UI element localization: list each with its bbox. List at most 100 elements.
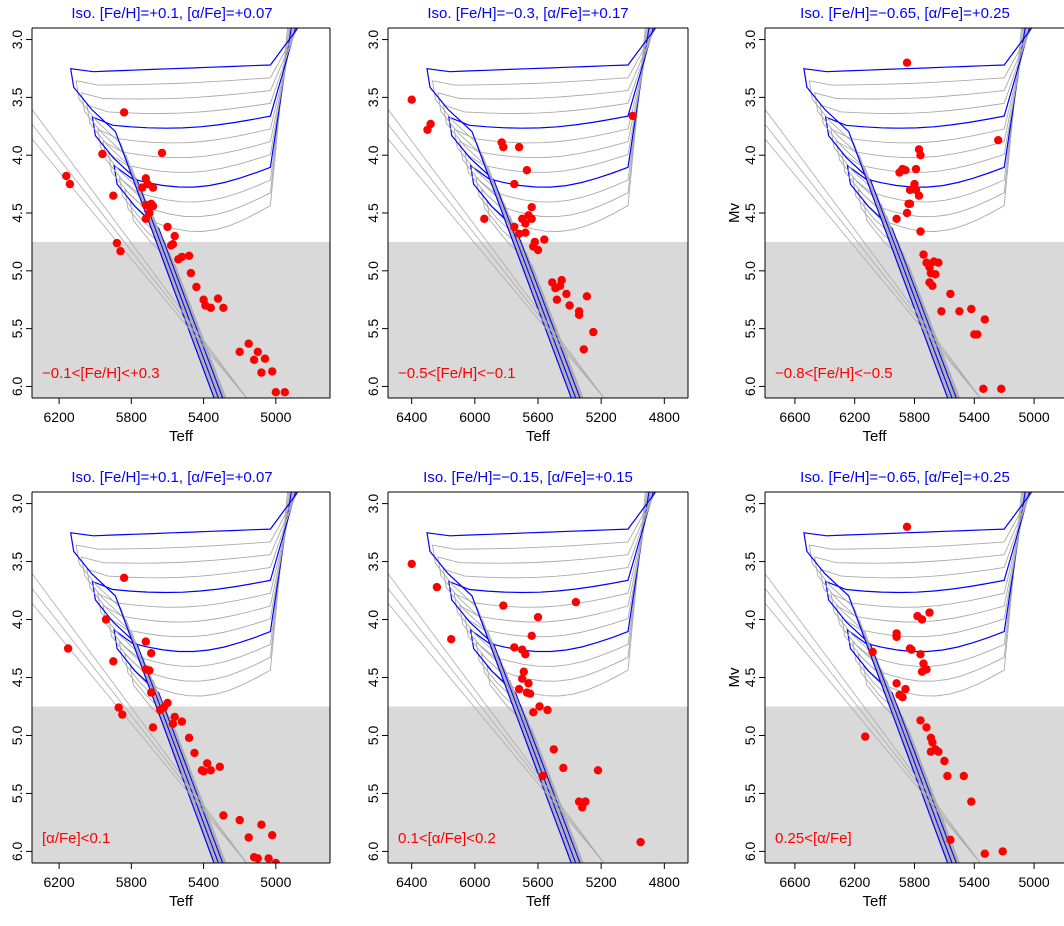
y-tick-label: 3.0 [9, 30, 25, 50]
data-point [868, 647, 877, 657]
data-point [940, 756, 949, 766]
y-tick-label: 4.0 [365, 610, 381, 630]
y-tick-label: 3.5 [9, 87, 25, 107]
x-tick-label: 6000 [459, 874, 490, 890]
isochrone-6 [102, 492, 295, 863]
isochrone-8 [448, 492, 655, 863]
x-tick-label: 6200 [839, 874, 870, 890]
data-point [145, 666, 154, 675]
data-point [905, 199, 915, 208]
isochrone-4 [113, 492, 292, 863]
envelope-line-1 [32, 573, 247, 863]
panel-title: Iso. [Fe/H]=−0.65, [α/Fe]=+0.25 [800, 469, 1010, 486]
panel-annotation: −0.1<[Fe/H]<+0.3 [42, 365, 160, 382]
data-point [911, 164, 921, 174]
y-tick-label: 4.5 [365, 203, 381, 223]
x-tick-label: 5200 [586, 409, 617, 425]
y-tick-label: 3.5 [365, 87, 381, 107]
panel-title: Iso. [Fe/H]=−0.15, [α/Fe]=+0.15 [423, 469, 633, 486]
data-point [147, 688, 156, 697]
isochrone-8 [91, 28, 297, 398]
isochrone-7 [453, 28, 653, 398]
panel-title: Iso. [Fe/H]=−0.3, [α/Fe]=+0.17 [427, 5, 628, 22]
data-point [628, 111, 637, 121]
data-point [916, 650, 925, 659]
data-point [905, 185, 915, 195]
data-point [916, 151, 925, 160]
data-point [235, 815, 244, 825]
y-tick-label: 4.0 [9, 610, 25, 630]
data-point [199, 767, 208, 776]
data-point [895, 168, 904, 177]
data-point [582, 292, 592, 301]
envelope-line-3 [388, 603, 605, 863]
panel-annotation: 0.1<[α/Fe]<0.2 [398, 830, 496, 847]
data-point [141, 637, 150, 646]
isochrone-5 [841, 492, 1027, 863]
data-point [527, 214, 536, 223]
envelope-line-1 [765, 573, 981, 863]
data-point [540, 235, 549, 244]
data-point [168, 240, 178, 249]
data-point [579, 345, 588, 354]
data-point [955, 307, 964, 316]
data-point [257, 820, 266, 829]
data-point [514, 229, 524, 238]
data-point [499, 601, 508, 610]
envelope-line-2 [765, 123, 981, 398]
data-point [257, 368, 266, 377]
y-tick-label: 5.5 [742, 783, 758, 803]
y-tick-label: 4.5 [742, 203, 758, 223]
envelope-line-2 [765, 588, 981, 863]
data-point [934, 258, 943, 267]
isochrone-10 [814, 28, 1032, 398]
panel-2: 3.0 3.5 4.0 4.5 5.0 5.5 6.0 6400 6000 5600 5200 480… [365, 5, 689, 445]
data-point [407, 559, 416, 569]
data-point [967, 304, 976, 314]
data-point [518, 214, 527, 223]
isochrone-5 [108, 28, 293, 398]
data-point [979, 384, 988, 393]
x-tick-label: 5200 [586, 874, 617, 890]
y-tick-label: 3.0 [365, 494, 381, 514]
data-point [157, 148, 167, 158]
panel-annotation: [α/Fe]<0.1 [42, 830, 110, 847]
data-point [916, 716, 925, 725]
data-point [543, 705, 552, 715]
data-point [184, 733, 194, 742]
y-axis-label: Mv [726, 667, 743, 687]
data-point [521, 228, 530, 237]
data-point [177, 717, 187, 726]
data-point [559, 763, 568, 773]
isochrone-11 [808, 492, 1033, 863]
isochrone-4 [846, 492, 1026, 863]
x-tick-label: 5000 [1019, 409, 1050, 425]
isochrone-3 [852, 492, 1025, 863]
data-point [521, 650, 530, 659]
data-point [190, 748, 199, 758]
panel-4: 3.0 3.5 4.0 4.5 5.0 5.5 6.0 6200 5800 5400 5000 Iso… [9, 469, 331, 910]
data-point [65, 179, 75, 189]
envelope-line-1 [388, 573, 605, 863]
x-tick-label: 5600 [522, 409, 553, 425]
data-point [253, 854, 262, 863]
data-point [980, 849, 989, 858]
y-tick-label: 5.0 [9, 261, 25, 281]
isochrone-7 [97, 28, 296, 398]
data-point [997, 384, 1006, 393]
data-point [518, 674, 527, 683]
data-point [931, 270, 940, 279]
data-point [514, 684, 524, 694]
data-point [510, 179, 519, 189]
x-tick-label: 6200 [44, 409, 75, 425]
data-point [898, 693, 907, 702]
data-point [922, 723, 931, 732]
isochrone-3 [852, 28, 1025, 398]
y-tick-label: 5.0 [742, 261, 758, 281]
data-point [919, 250, 928, 259]
y-tick-label: 5.5 [9, 783, 25, 803]
data-point [119, 573, 129, 582]
data-point [163, 222, 172, 232]
data-point [934, 747, 943, 756]
data-points [892, 58, 1006, 393]
